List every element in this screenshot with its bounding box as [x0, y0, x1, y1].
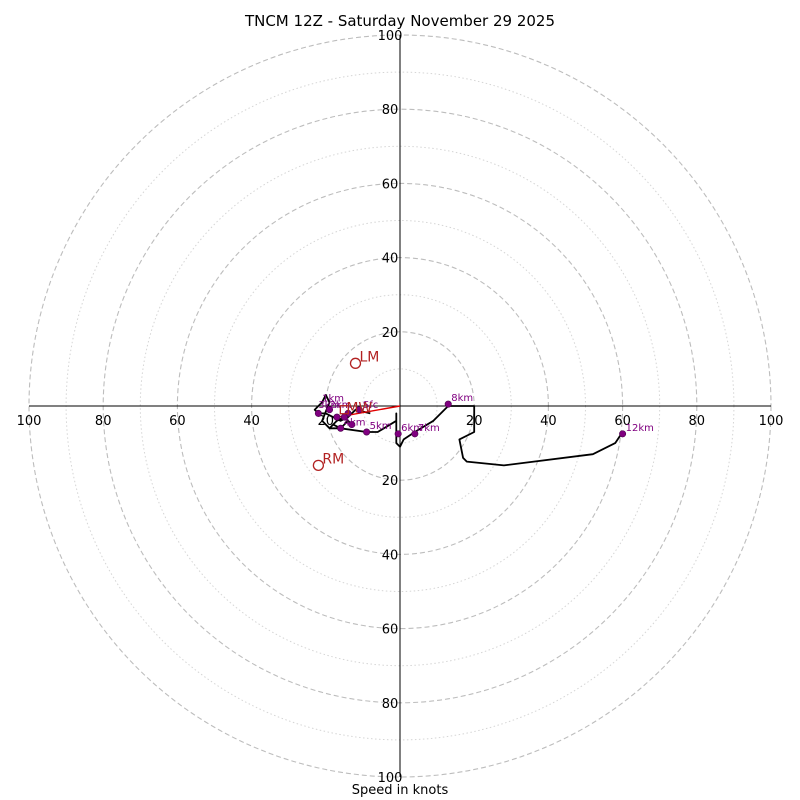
left-mover-label: LM — [359, 349, 379, 365]
chart-title: TNCM 12Z - Saturday November 29 2025 — [244, 12, 556, 30]
x-tick-labels: 100 80 60 40 20 20 40 60 80 100 — [17, 414, 784, 429]
x-tick-label: 40 — [540, 414, 557, 429]
y-tick-label: 20 — [382, 326, 399, 341]
x-tick-label: 100 — [17, 414, 42, 429]
height-point — [355, 406, 363, 414]
x-tick-label: 60 — [614, 414, 631, 429]
y-tick-label: 100 — [378, 771, 403, 786]
left-mover-marker — [349, 357, 362, 369]
height-annotation: 3km — [318, 400, 340, 411]
x-tick-label: 100 — [759, 414, 784, 429]
y-tick-label: 60 — [382, 623, 399, 638]
height-point — [314, 409, 322, 417]
height-point-label: 4km — [344, 417, 366, 428]
y-tick-label: 40 — [382, 548, 399, 563]
x-tick-label: 80 — [95, 414, 112, 429]
y-tick-label: 60 — [382, 177, 399, 192]
height-point-label: 5km — [370, 421, 392, 432]
y-tick-label: 80 — [382, 697, 399, 712]
height-point — [394, 430, 402, 438]
height-point — [411, 430, 419, 438]
height-point-label: 7km — [418, 423, 440, 434]
x-axis-label: Speed in knots — [351, 783, 449, 798]
height-point — [348, 421, 356, 429]
height-point — [326, 406, 334, 414]
y-tick-label: 40 — [382, 252, 399, 267]
x-tick-label: 20 — [318, 414, 335, 429]
x-tick-label: 40 — [243, 414, 260, 429]
height-point — [337, 424, 345, 432]
height-point — [619, 430, 627, 438]
height-annotation: Sfc — [363, 400, 378, 411]
height-point — [444, 400, 452, 408]
height-point — [363, 428, 371, 436]
height-point-label: 6km — [401, 423, 423, 434]
y-tick-label: 80 — [382, 103, 399, 118]
height-point-label: 12km — [626, 423, 654, 434]
y-tick-label: 20 — [382, 474, 399, 489]
mean-wind-marker — [339, 405, 350, 415]
y-tick-labels: 100 80 60 40 20 20 40 60 80 100 — [378, 29, 403, 786]
right-mover-label: RM — [322, 451, 344, 467]
storm-motion-markers: LM RM MW — [312, 349, 379, 472]
height-point-label: 8km — [451, 393, 473, 404]
x-tick-label: 80 — [689, 414, 706, 429]
height-point — [333, 413, 341, 421]
height-annotation: 1km — [322, 394, 344, 405]
x-tick-label: 60 — [169, 414, 186, 429]
mean-wind-label: MW — [346, 401, 372, 417]
y-tick-label: 100 — [378, 29, 403, 44]
right-mover-marker — [312, 459, 325, 472]
